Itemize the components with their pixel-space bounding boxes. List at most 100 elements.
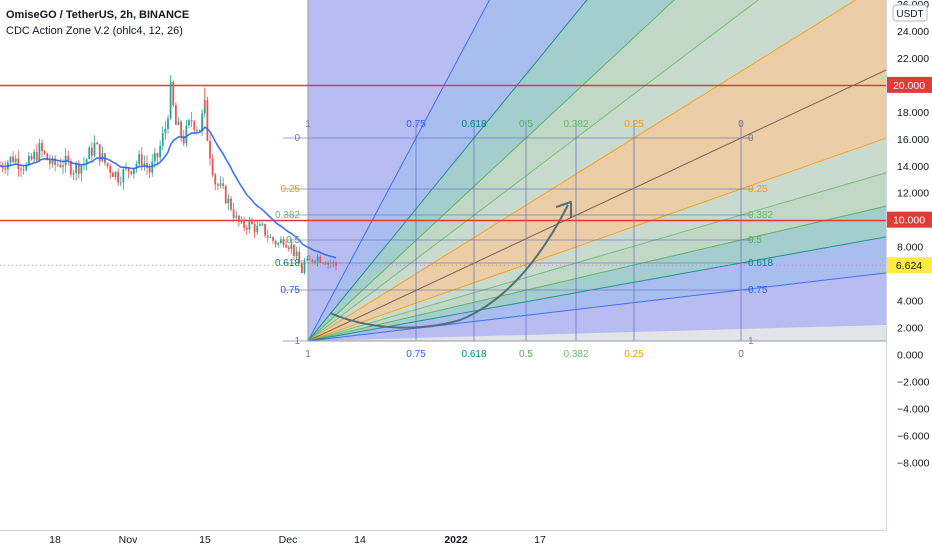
candle — [101, 146, 104, 163]
candle — [127, 166, 130, 179]
candle — [190, 111, 193, 127]
price-badge-label: 10.000 — [893, 215, 925, 227]
candle — [169, 75, 172, 120]
x-tick-label: 14 — [354, 534, 366, 546]
candle — [253, 221, 256, 239]
candle — [237, 214, 240, 227]
fan-bottom-label-4: 0.25 — [624, 349, 644, 360]
candle — [209, 134, 211, 166]
candle — [240, 216, 243, 225]
candle — [6, 160, 9, 176]
candle — [161, 126, 164, 151]
x-tick-label: Dec — [279, 534, 298, 546]
fan-bottom-label-3: 0.382 — [563, 349, 588, 360]
y-tick-label: −8.000 — [897, 457, 930, 469]
candle — [216, 182, 219, 191]
fan-left-label-2: 0.382 — [275, 210, 300, 221]
price-badge-20.000[interactable] — [887, 76, 932, 93]
candle — [164, 121, 167, 140]
last-price-badge — [887, 257, 932, 274]
candle — [90, 141, 93, 162]
chart-legend: OmiseGO / TetherUS, 2h, BINANCE CDC Acti… — [6, 7, 189, 39]
fan-right-label-3: 0.5 — [748, 235, 762, 246]
currency-button[interactable] — [892, 4, 928, 22]
candle — [279, 236, 282, 244]
candle — [159, 140, 162, 161]
fan-left-label-4: 0.618 — [275, 258, 300, 269]
candle — [122, 166, 125, 190]
candle — [198, 129, 201, 132]
symbol-title: OmiseGO / TetherUS, 2h, BINANCE — [6, 9, 190, 21]
candle — [56, 160, 59, 167]
y-tick-label: 24.000 — [897, 26, 929, 38]
candle — [327, 260, 330, 270]
time-axis-bg[interactable] — [0, 530, 932, 550]
fan-ray-7 — [307, 172, 886, 342]
candle — [41, 139, 43, 158]
projection-curve[interactable] — [329, 204, 569, 329]
candle — [98, 144, 101, 166]
candle — [261, 221, 264, 226]
candle — [83, 156, 85, 171]
candle — [251, 217, 253, 225]
price-badge-10.000[interactable] — [887, 211, 932, 228]
candle — [335, 260, 337, 271]
candle — [248, 216, 251, 234]
candle — [303, 257, 306, 275]
candle — [96, 141, 99, 145]
candle — [132, 168, 135, 179]
fan-right-label-6: 1 — [748, 336, 754, 347]
candle — [185, 119, 188, 148]
fan-top-label-3: 0.382 — [563, 119, 588, 130]
last-price-label: 6.624 — [896, 260, 922, 272]
fan-right-label-2: 0.382 — [748, 210, 773, 221]
candle — [1, 162, 4, 173]
candle — [321, 261, 324, 265]
candle — [269, 233, 272, 238]
candle — [146, 155, 148, 175]
candle — [272, 236, 274, 244]
candle — [54, 154, 57, 172]
x-tick-label: 15 — [199, 534, 211, 546]
candle — [300, 260, 303, 274]
fan-bottom-label-2: 0.5 — [519, 349, 533, 360]
candle — [219, 176, 222, 189]
candle — [109, 163, 112, 180]
price-badge-label: 20.000 — [893, 80, 925, 92]
y-tick-label: 14.000 — [897, 161, 929, 173]
y-tick-label: 0.000 — [897, 349, 923, 361]
candle — [274, 239, 277, 248]
candle — [306, 255, 309, 261]
candle — [51, 155, 54, 168]
candle — [258, 221, 261, 227]
x-tick-label: 2022 — [444, 534, 468, 546]
candle — [230, 195, 232, 212]
candle — [172, 80, 175, 108]
candle — [282, 236, 285, 248]
fan-top-label-4: 0.25 — [624, 119, 644, 130]
y-tick-label: 4.000 — [897, 296, 923, 308]
y-tick-label: 22.000 — [897, 53, 929, 65]
candle — [4, 161, 7, 175]
fan-top-label-2: 0.5 — [519, 119, 533, 130]
y-tick-label: −2.000 — [897, 376, 930, 388]
candle — [38, 139, 41, 163]
candle — [43, 149, 46, 156]
candle — [188, 118, 190, 129]
candle — [59, 158, 62, 169]
candle — [22, 166, 25, 175]
candle — [314, 259, 316, 265]
candle — [232, 203, 235, 222]
fan-left-label-6: 1 — [294, 336, 300, 347]
candle — [77, 160, 80, 179]
candle — [30, 152, 33, 161]
candle — [311, 258, 314, 264]
fan-top-label-1: 1 — [305, 119, 311, 130]
fan-right-label-0: 0 — [748, 133, 754, 144]
candle — [295, 246, 298, 261]
fan-top-label-5: 0 — [738, 119, 744, 130]
candle — [224, 184, 227, 205]
y-tick-label: 16.000 — [897, 134, 929, 146]
